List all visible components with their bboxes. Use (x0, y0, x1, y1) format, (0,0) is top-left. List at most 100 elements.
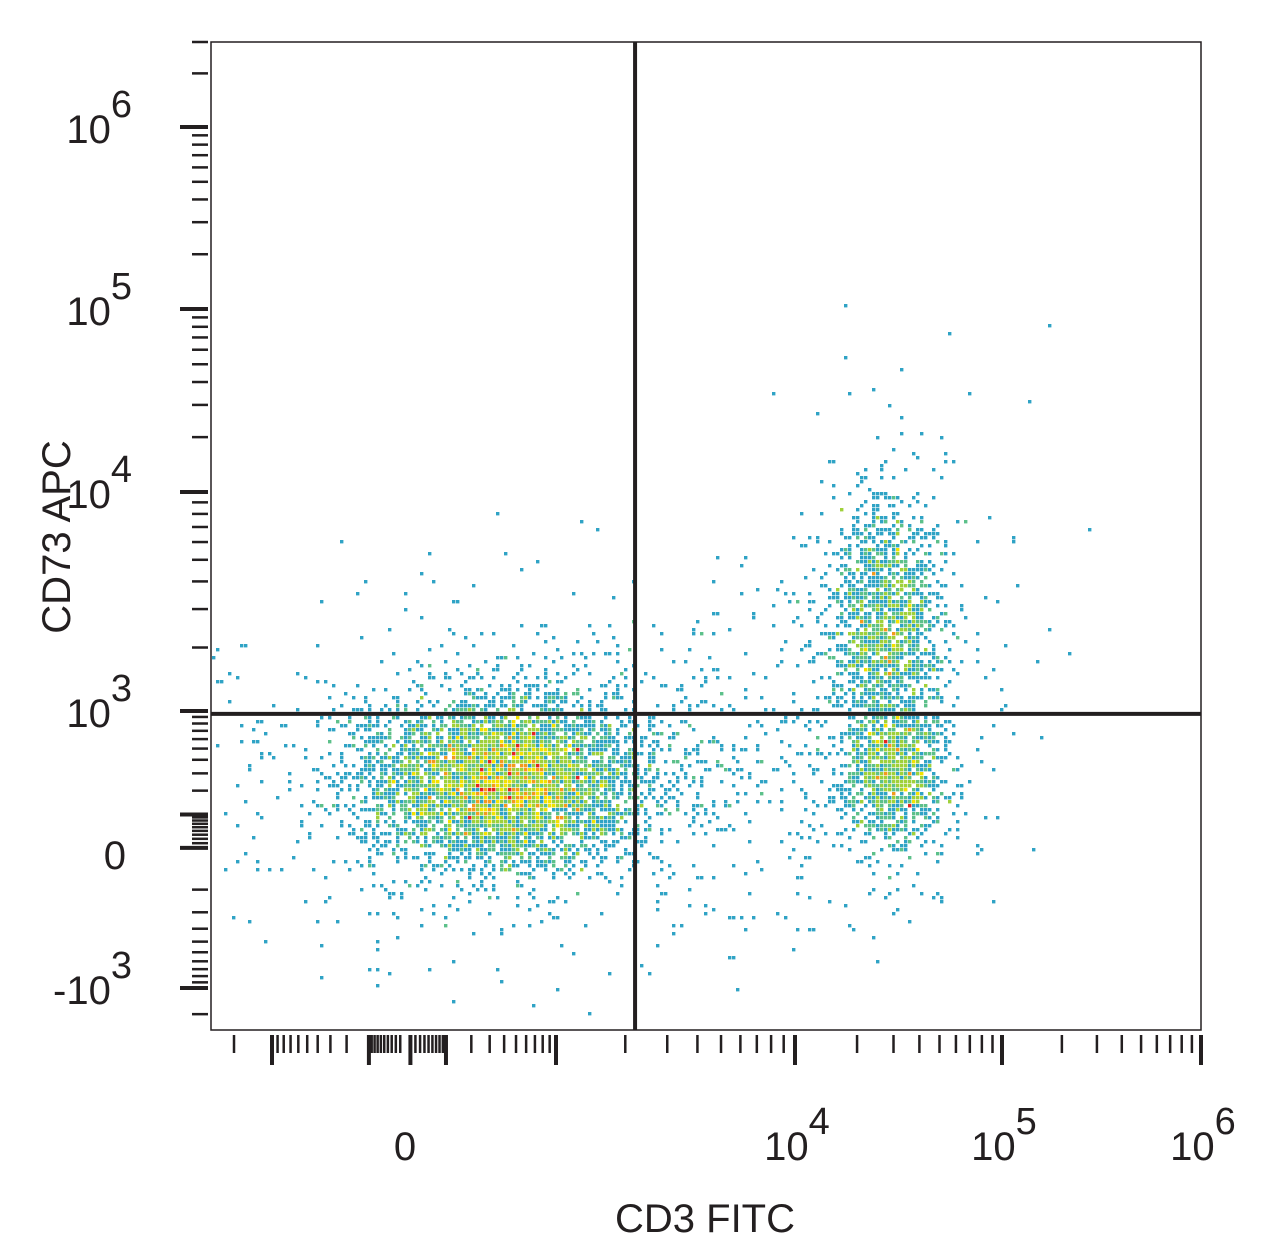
event-dot (696, 704, 700, 708)
event-dot (920, 620, 924, 624)
event-dot (940, 760, 944, 764)
event-dot (396, 672, 400, 676)
event-dot (572, 776, 576, 780)
event-dot (888, 616, 892, 620)
event-dot (848, 788, 852, 792)
event-dot (812, 768, 816, 772)
event-dot (380, 660, 384, 664)
event-dot (400, 828, 404, 832)
event-dot (564, 760, 568, 764)
event-dot (636, 804, 640, 808)
event-dot (884, 584, 888, 588)
event-dot (528, 924, 532, 928)
event-dot (828, 564, 832, 568)
event-dot (896, 888, 900, 892)
event-dot (448, 820, 452, 824)
event-dot (640, 736, 644, 740)
event-dot (360, 776, 364, 780)
event-dot (436, 700, 440, 704)
event-dot (564, 848, 568, 852)
event-dot (628, 720, 632, 724)
event-dot (668, 788, 672, 792)
event-dot (896, 552, 900, 556)
event-dot (460, 720, 464, 724)
event-dot (552, 780, 556, 784)
event-dot (492, 760, 496, 764)
event-dot (452, 800, 456, 804)
event-dot (852, 640, 856, 644)
event-dot (884, 744, 888, 748)
event-dot (336, 920, 340, 924)
event-dot (836, 788, 840, 792)
event-dot (880, 640, 884, 644)
event-dot (864, 716, 868, 720)
event-dot (420, 704, 424, 708)
event-dot (408, 812, 412, 816)
event-dot (852, 664, 856, 668)
event-dot (888, 680, 892, 684)
event-dot (880, 732, 884, 736)
event-dot (480, 632, 484, 636)
event-dot (444, 796, 448, 800)
event-dot (852, 636, 856, 640)
event-dot (900, 792, 904, 796)
event-dot (544, 700, 548, 704)
event-dot (536, 560, 540, 564)
event-dot (848, 836, 852, 840)
event-dot (420, 744, 424, 748)
event-dot (448, 776, 452, 780)
event-dot (516, 836, 520, 840)
event-dot (616, 768, 620, 772)
event-dot (876, 616, 880, 620)
event-dot (436, 736, 440, 740)
event-dot (488, 744, 492, 748)
event-dot (440, 788, 444, 792)
event-dot (816, 652, 820, 656)
event-dot (944, 460, 948, 464)
event-dot (700, 700, 704, 704)
event-dot (840, 832, 844, 836)
event-dot (448, 732, 452, 736)
event-dot (444, 760, 448, 764)
event-dot (484, 808, 488, 812)
event-dot (616, 660, 620, 664)
event-dot (916, 780, 920, 784)
event-dot (864, 536, 868, 540)
event-dot (592, 740, 596, 744)
event-dot (904, 788, 908, 792)
x-tick-label: 105 (971, 1101, 1037, 1169)
event-dot (488, 820, 492, 824)
event-dot (808, 600, 812, 604)
event-dot (452, 740, 456, 744)
event-dot (420, 804, 424, 808)
event-dot (560, 808, 564, 812)
event-dot (920, 568, 924, 572)
event-dot (896, 580, 900, 584)
event-dot (392, 760, 396, 764)
event-dot (856, 860, 860, 864)
event-dot (492, 740, 496, 744)
event-dot (924, 784, 928, 788)
event-dot (892, 740, 896, 744)
event-dot (872, 492, 876, 496)
event-dot (356, 816, 360, 820)
event-dot (460, 704, 464, 708)
event-dot (484, 704, 488, 708)
event-dot (496, 748, 500, 752)
event-dot (548, 836, 552, 840)
event-dot (360, 808, 364, 812)
event-dot (512, 780, 516, 784)
event-dot (852, 660, 856, 664)
event-dot (480, 756, 484, 760)
event-dot (456, 848, 460, 852)
event-dot (796, 600, 800, 604)
event-dot (900, 560, 904, 564)
event-dot (884, 824, 888, 828)
event-dot (624, 776, 628, 780)
event-dot (328, 896, 332, 900)
event-dot (572, 664, 576, 668)
event-dot (880, 800, 884, 804)
event-dot (480, 792, 484, 796)
event-dot (440, 764, 444, 768)
event-dot (572, 592, 576, 596)
